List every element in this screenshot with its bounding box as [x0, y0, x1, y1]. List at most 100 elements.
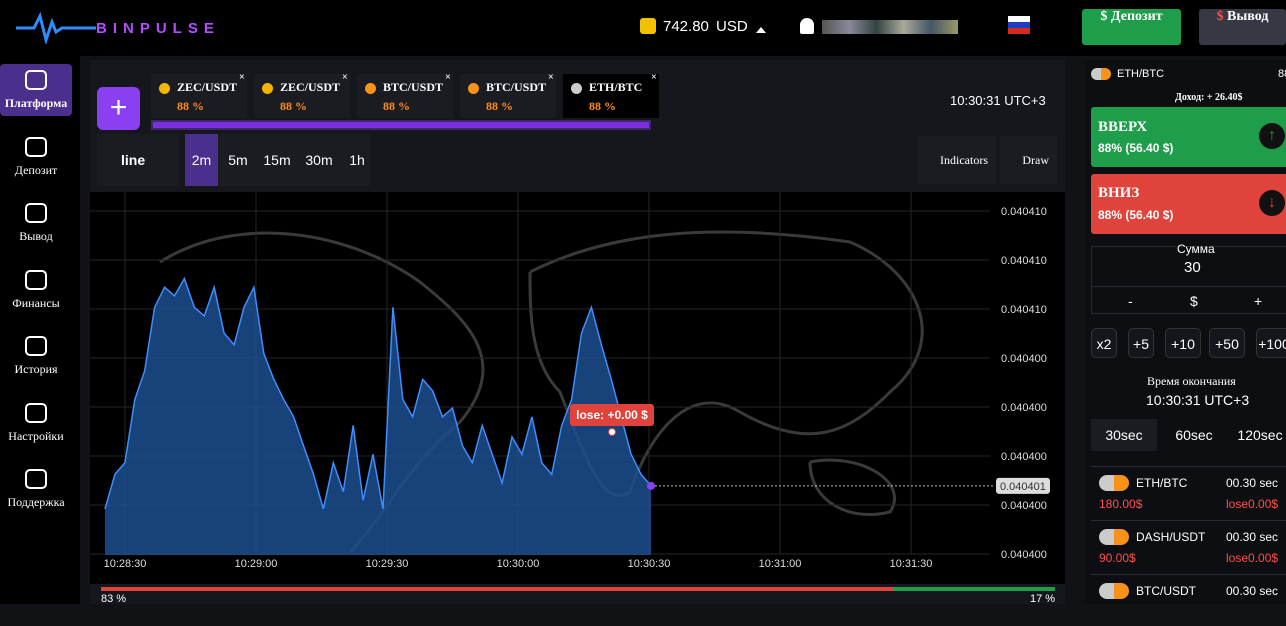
chip[interactable]: x2 — [1091, 328, 1117, 358]
nav-label[interactable]: Настройки — [8, 428, 64, 443]
price-label: 0.040410 — [1001, 304, 1047, 316]
nav-icon[interactable] — [25, 203, 47, 223]
tab-pair[interactable]: ZEC/USDT — [177, 80, 238, 94]
nav-item[interactable]: Настройки — [0, 397, 72, 449]
nav-label[interactable]: Финансы — [12, 295, 60, 310]
amount-box — [1091, 246, 1286, 314]
panel-payout: 88 — [1278, 68, 1286, 80]
line — [104, 276, 652, 510]
tab[interactable]: × BTC/USDT 88 % — [460, 72, 556, 118]
up-button[interactable]: ВВЕРХ 88% (56.40 $) ↑ — [1091, 107, 1286, 167]
tab[interactable]: × ETH/BTC 88 % — [563, 72, 659, 118]
deposit-button[interactable]: $ Депозит — [1082, 9, 1181, 45]
nav-item[interactable]: История — [0, 330, 72, 382]
tab-pair[interactable]: ZEC/USDT — [280, 80, 341, 94]
indicators-button[interactable]: Indicators — [918, 136, 996, 184]
tab[interactable]: × ZEC/USDT 88 % — [151, 72, 247, 118]
dollar[interactable]: $ — [1190, 293, 1198, 309]
withdraw-button[interactable]: $ Вывод — [1199, 9, 1286, 45]
timeframe[interactable]: 2m — [185, 134, 218, 186]
nav-icon[interactable] — [25, 336, 47, 356]
nav-label[interactable]: История — [14, 362, 58, 376]
tab-payout[interactable]: 88 % — [383, 99, 410, 113]
balance[interactable]: 742.80 — [663, 18, 709, 35]
timeframe[interactable]: 15m — [263, 152, 291, 168]
nav-icon[interactable] — [25, 136, 47, 157]
down-button[interactable]: ВНИЗ 88% (56.40 $) ↓ — [1091, 174, 1286, 234]
timeframe[interactable]: 30m — [305, 152, 333, 168]
draw-button[interactable]: Draw — [1000, 136, 1057, 184]
chip[interactable]: +50 — [1209, 328, 1245, 358]
tab-icon[interactable] — [468, 83, 479, 94]
nav-icon[interactable] — [25, 402, 47, 423]
up-icon[interactable]: ↑ — [1259, 123, 1285, 149]
caret[interactable] — [756, 22, 766, 33]
clock: 10:30:31 UTC+3 — [950, 93, 1046, 108]
tab-close[interactable]: × — [342, 72, 348, 83]
logo-icon — [16, 12, 96, 44]
tab[interactable]: × ZEC/USDT 88 % — [254, 72, 350, 118]
amount-label: Сумма — [1177, 242, 1215, 256]
tab-icon[interactable] — [159, 83, 170, 94]
currency[interactable]: USD — [716, 18, 748, 35]
nav-icon[interactable] — [25, 269, 47, 290]
nav-icon[interactable] — [25, 70, 47, 90]
logo: BINPULSE — [96, 20, 220, 37]
add-tab[interactable]: + — [97, 87, 140, 130]
expiry[interactable]: 10:30:31 UTC+3 — [1146, 392, 1250, 408]
nav-label[interactable]: Платформа — [4, 96, 68, 110]
tab-payout[interactable]: 88 % — [280, 99, 307, 113]
trade-pair: DASH/USDT — [1136, 530, 1206, 544]
duration[interactable]: 120sec — [1237, 427, 1283, 443]
nav-label[interactable]: Депозит — [14, 162, 58, 177]
down-payout[interactable]: 88% (56.40 $) — [1098, 208, 1174, 222]
tab-close[interactable]: × — [239, 72, 245, 83]
tab[interactable]: × BTC/USDT 88 % — [357, 72, 453, 118]
nav-label[interactable]: Поддержка — [7, 495, 65, 509]
tab-icon[interactable] — [365, 83, 376, 94]
chip[interactable]: +100 — [1256, 328, 1286, 358]
tab-payout[interactable]: 88 % — [486, 99, 513, 113]
tab-payout[interactable]: 88 % — [177, 99, 204, 113]
duration[interactable]: 30sec — [1091, 419, 1157, 451]
duration[interactable]: 60sec — [1175, 427, 1213, 443]
tab-pair[interactable]: BTC/USDT — [383, 80, 444, 94]
tab-payout[interactable]: 88 % — [589, 99, 616, 113]
area — [105, 278, 651, 555]
nav-item[interactable]: Поддержка — [0, 463, 72, 515]
coin-icon — [640, 18, 656, 34]
tab-close[interactable]: × — [548, 72, 554, 83]
tab-pair[interactable]: ETH/BTC — [589, 80, 643, 94]
chip[interactable]: +10 — [1165, 328, 1201, 358]
tab-pair[interactable]: BTC/USDT — [486, 80, 547, 94]
user-icon[interactable] — [800, 18, 814, 34]
nav-item[interactable]: Вывод — [0, 197, 72, 249]
down-label[interactable]: ВНИЗ — [1098, 185, 1140, 201]
chart-type[interactable]: line — [97, 134, 179, 186]
chip[interactable]: +5 — [1128, 328, 1154, 358]
nav-icon[interactable] — [25, 469, 47, 489]
withdraw-label[interactable]: Вывод — [1227, 9, 1269, 24]
plus[interactable]: + — [1254, 293, 1263, 309]
tab-scroll[interactable] — [151, 120, 651, 130]
deposit-label[interactable]: Депозит — [1110, 9, 1163, 24]
nav-item[interactable]: Платформа — [0, 64, 72, 116]
nav-label[interactable]: Вывод — [19, 229, 53, 243]
up-payout[interactable]: 88% (56.40 $) — [1098, 141, 1174, 155]
minus[interactable]: - — [1128, 293, 1133, 309]
tab-close[interactable]: × — [445, 72, 451, 83]
flag[interactable] — [1008, 16, 1030, 34]
tab-close[interactable]: × — [651, 72, 657, 83]
income: Доход: + 26.40$ — [1175, 92, 1243, 103]
nav-item[interactable]: Депозит — [0, 131, 72, 183]
amount[interactable]: 30 — [1184, 259, 1201, 276]
nav-item[interactable]: Финансы — [0, 264, 72, 316]
tab-icon[interactable] — [571, 83, 582, 94]
user-name[interactable] — [822, 20, 958, 34]
up-label[interactable]: ВВЕРХ — [1098, 119, 1148, 135]
timeframe[interactable]: 5m — [228, 152, 248, 168]
down-icon[interactable]: ↓ — [1259, 190, 1285, 216]
tab-icon[interactable] — [262, 83, 273, 94]
time-label: 10:29:00 — [235, 558, 278, 570]
timeframe[interactable]: 1h — [349, 152, 365, 168]
